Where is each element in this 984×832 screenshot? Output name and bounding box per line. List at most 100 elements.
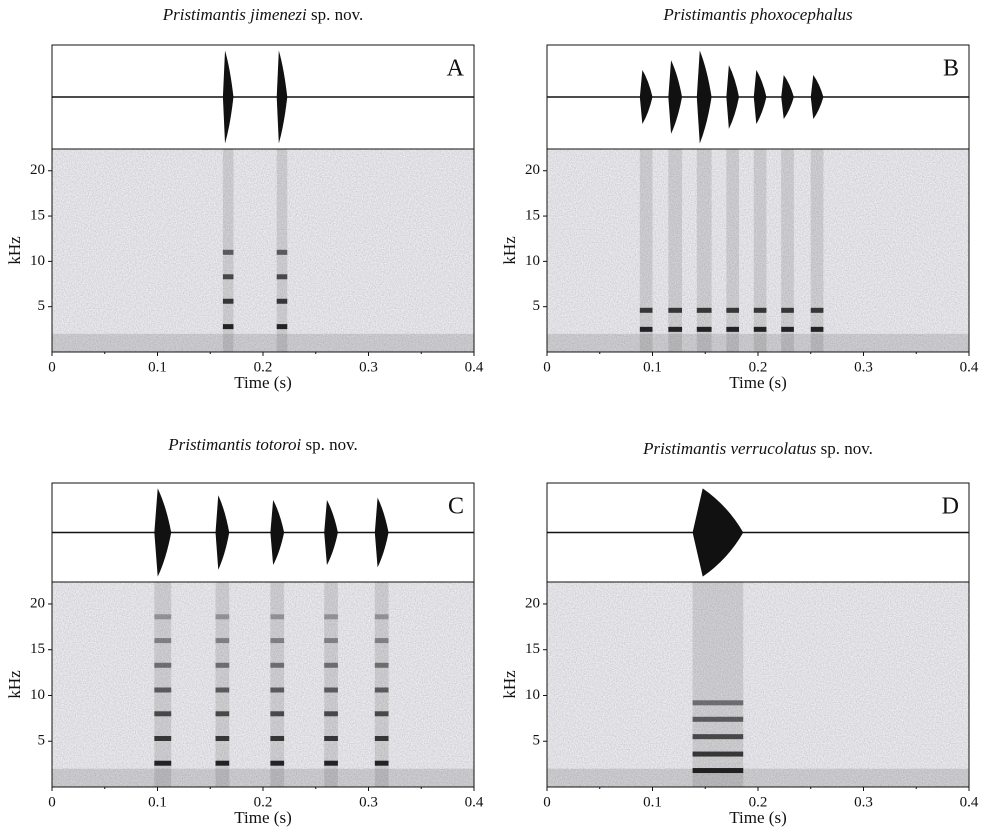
title-suffix: sp. nov. [311,5,363,24]
y-tick-label: 10 [525,687,540,703]
y-tick-label: 20 [525,162,540,178]
panel-letter: A [447,56,465,82]
y-axis-label: kHz [500,670,519,699]
harmonic-band [324,614,338,620]
y-tick-label: 15 [525,208,540,224]
x-tick-label: 0.1 [148,794,167,810]
harmonic-band [222,298,234,304]
call-note-waveform [222,50,234,144]
x-tick-label: 0.2 [749,359,768,375]
x-tick-label: 0.3 [854,359,873,375]
note-column [215,582,230,787]
low-frequency-shade [52,768,474,787]
x-tick-label: 0.1 [643,359,662,375]
x-tick-label: 0 [543,794,551,810]
y-tick-label: 15 [30,641,45,657]
harmonic-band [324,662,338,668]
harmonic-band [374,687,389,693]
note-column [270,582,285,787]
harmonic-band [154,687,172,693]
harmonic-band [154,638,172,644]
note-column [810,149,824,352]
x-tick-label: 0 [543,359,551,375]
harmonic-band [154,711,172,717]
x-tick-label: 0.1 [148,359,167,375]
note-column [753,149,767,352]
harmonic-band [668,326,683,332]
note-column [781,149,794,352]
harmonic-band [692,716,744,722]
call-note-waveform [215,495,230,570]
panel-title: Pristimantis totoroi sp. nov. [167,435,358,454]
harmonic-band [726,326,740,332]
harmonic-band [154,662,172,668]
harmonic-band [215,638,230,644]
harmonic-band [692,700,744,706]
call-note-waveform [753,70,767,124]
x-tick-label: 0.3 [359,359,378,375]
panel-title: Pristimantis jimenezi sp. nov. [162,5,364,24]
call-note-waveform [154,488,172,577]
harmonic-band [324,735,338,741]
y-tick-label: 15 [30,208,45,224]
species-name: Pristimantis jimenezi [162,5,307,24]
x-axis-label: Time (s) [234,808,291,827]
title-suffix: sp. nov. [821,439,873,458]
y-tick-label: 10 [30,253,45,269]
harmonic-band [810,326,824,332]
harmonic-band [270,760,285,766]
title-suffix: sp. nov. [306,435,358,454]
call-note-waveform [270,499,285,566]
harmonic-band [374,711,389,717]
harmonic-band [639,326,653,332]
harmonic-band [215,735,230,741]
call-note-waveform [276,50,288,144]
harmonic-band [270,662,285,668]
harmonic-band [276,249,288,255]
spectrogram-background [547,582,969,787]
harmonic-band [374,638,389,644]
harmonic-band [276,324,288,330]
y-tick-label: 5 [38,298,46,314]
call-note-waveform [639,70,653,124]
x-tick-label: 0.4 [960,794,979,810]
panel-title: Pristimantis phoxocephalus [662,5,853,24]
spectrogram-background [547,149,969,352]
harmonic-band [215,711,230,717]
harmonic-band [215,614,230,620]
note-column [668,149,683,352]
note-column [639,149,653,352]
x-tick-label: 0.2 [254,359,273,375]
harmonic-band [696,326,712,332]
harmonic-band [270,735,285,741]
x-tick-label: 0.4 [465,794,484,810]
harmonic-band [753,326,767,332]
harmonic-band [374,662,389,668]
x-tick-label: 0.4 [960,359,979,375]
harmonic-band [154,760,172,766]
harmonic-band [781,326,794,332]
y-axis-label: kHz [500,236,519,265]
x-tick-label: 0.3 [359,794,378,810]
panel-title: Pristimantis verrucolatus sp. nov. [642,439,873,458]
low-frequency-shade [52,333,474,352]
harmonic-band [324,711,338,717]
y-tick-label: 20 [525,595,540,611]
species-name: Pristimantis verrucolatus [642,439,817,458]
harmonic-band [692,734,744,740]
harmonic-band [753,307,767,313]
harmonic-band [215,662,230,668]
x-tick-label: 0.4 [465,359,484,375]
harmonic-band [668,307,683,313]
harmonic-band [692,751,744,757]
panel-letter: D [942,494,959,520]
x-tick-label: 0.3 [854,794,873,810]
note-column [726,149,740,352]
harmonic-band [781,307,794,313]
note-column [324,582,338,787]
x-axis-label: Time (s) [234,373,291,392]
harmonic-band [215,760,230,766]
harmonic-band [374,760,389,766]
call-note-waveform [696,50,712,144]
harmonic-band [374,614,389,620]
